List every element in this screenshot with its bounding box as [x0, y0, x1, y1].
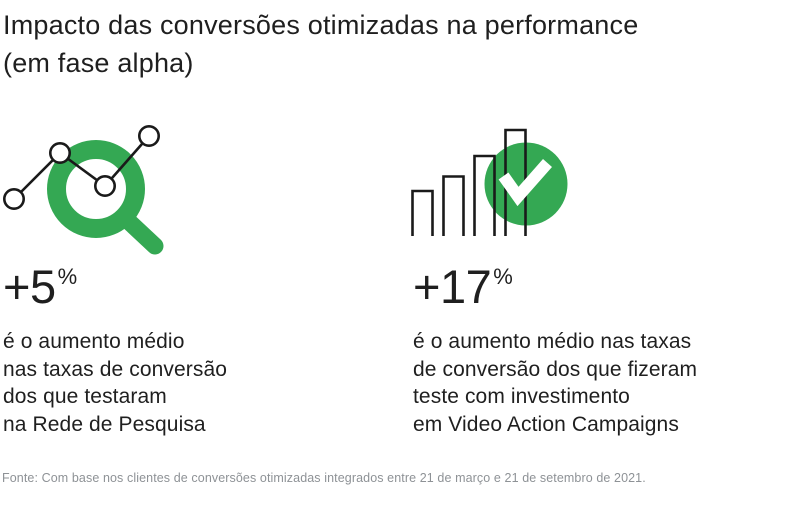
description-line: teste com investimento	[413, 385, 630, 409]
bar-1	[411, 189, 434, 236]
description-line: na Rede de Pesquisa	[3, 412, 206, 436]
bar-2	[442, 175, 465, 236]
stat-search-network: +5%	[3, 263, 77, 310]
stat-value: +17	[413, 260, 492, 313]
bar-chart-check-icon	[411, 128, 568, 236]
magnifier-ring	[47, 140, 145, 238]
magnifier-line-chart-icon	[3, 125, 164, 255]
line-chart-node	[138, 125, 161, 148]
bar-3	[473, 154, 496, 236]
line-chart-path	[13, 135, 150, 200]
line-chart-overlay-icon	[3, 125, 161, 211]
magnifier-handle	[115, 208, 164, 255]
description-line: é o aumento médio	[3, 330, 185, 353]
description-line: é o aumento médio nas taxas	[413, 330, 692, 353]
description-line: em Video Action Campaigns	[413, 412, 679, 436]
line-chart-node	[3, 188, 25, 211]
page-title: Impacto das conversões otimizadas na per…	[3, 6, 638, 82]
line-chart-node	[48, 142, 71, 165]
description-line: dos que testaram	[3, 385, 167, 409]
stat-search-network-description: é o aumento médio nas taxas de conversão…	[3, 328, 227, 438]
description-line: nas taxas de conversão	[3, 357, 228, 381]
stat-unit: %	[57, 264, 78, 289]
stat-value: +5	[3, 260, 56, 313]
stat-unit: %	[493, 264, 513, 289]
page-title-line-1: Impacto das conversões otimizadas na per…	[3, 10, 639, 40]
magnifier-icon	[47, 140, 164, 255]
source-note: Fonte: Com base nos clientes de conversõ…	[2, 471, 646, 485]
page-title-line-2: (em fase alpha)	[3, 48, 194, 78]
check-mark-icon	[498, 159, 553, 207]
stat-video-action-description: é o aumento médio nas taxas de conversão…	[413, 328, 697, 438]
line-chart-node	[94, 175, 117, 198]
description-line: de conversão dos que fizeram	[413, 357, 698, 381]
stat-video-action: +17%	[413, 263, 513, 310]
